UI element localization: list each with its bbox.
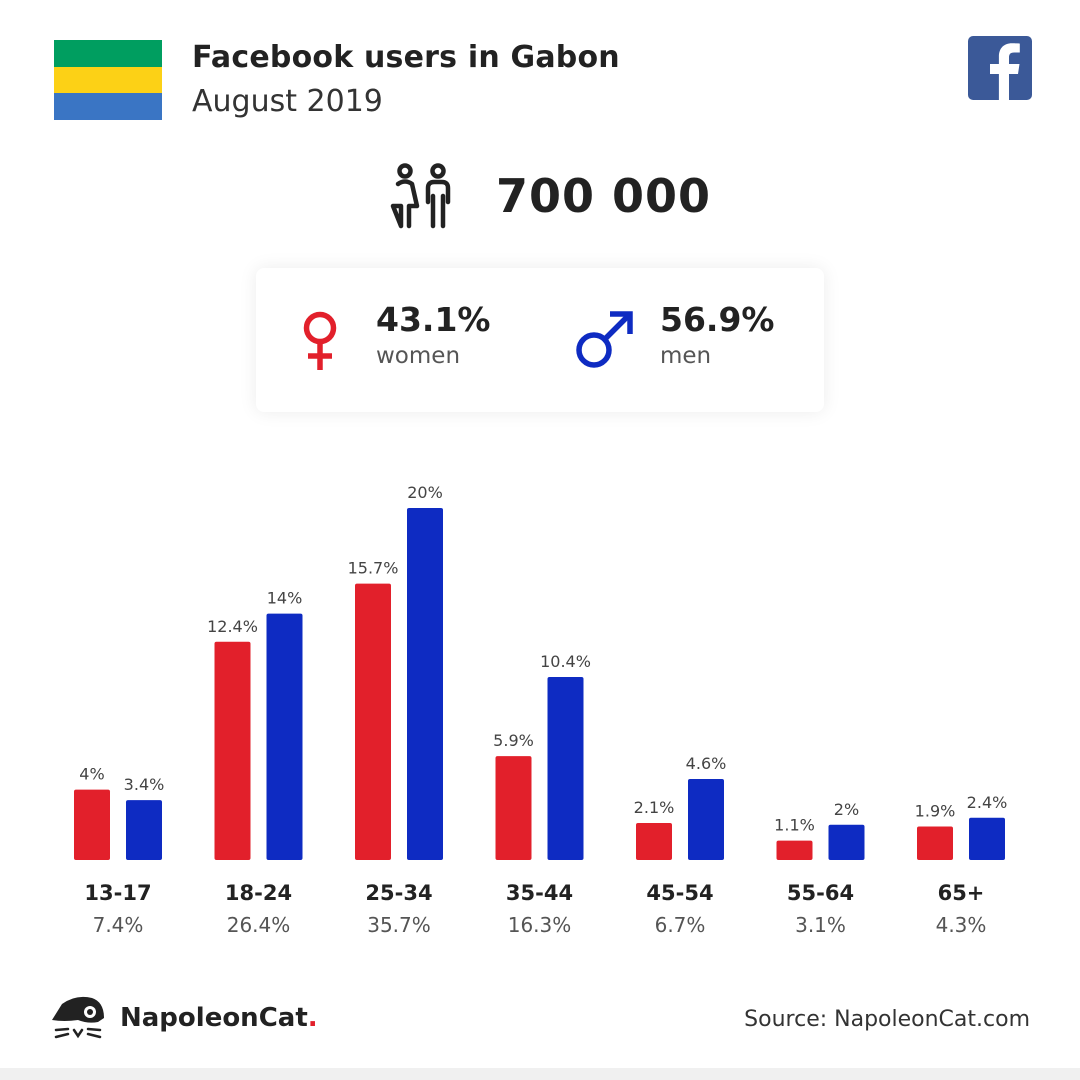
category-total-label: 4.3% (936, 913, 987, 937)
category-label: 45-54 (646, 881, 713, 905)
bar-value-label: 5.9% (493, 731, 534, 750)
bar-55-64-series-1 (776, 840, 813, 860)
brand-name: NapoleonCat. (120, 1003, 318, 1033)
category-label: 35-44 (506, 881, 573, 905)
bar-value-label: 12.4% (207, 617, 258, 636)
bar-25-34-series-2 (407, 508, 443, 860)
bar-value-label: 1.9% (915, 802, 956, 821)
bar-65+-series-1 (917, 826, 953, 860)
bar-55-64-series-2 (828, 824, 865, 860)
bar-18-24-series-2 (266, 613, 303, 860)
bar-35-44-series-2 (547, 676, 584, 860)
category-total-label: 7.4% (93, 913, 144, 937)
page-subtitle: August 2019 (192, 84, 383, 119)
category-label: 65+ (938, 881, 985, 905)
bar-13-17-series-1 (74, 789, 110, 860)
men-percentage: 56.9% (660, 300, 775, 339)
category-total-label: 3.1% (795, 913, 846, 937)
napoleoncat-logo: NapoleonCat. (48, 992, 318, 1044)
bar-value-label: 2% (834, 800, 859, 819)
category-label: 25-34 (365, 881, 432, 905)
total-users-value: 700 000 (496, 169, 712, 223)
category-total-label: 6.7% (655, 913, 706, 937)
flag-stripe-yellow (54, 66, 162, 94)
source-text: Source: NapoleonCat.com (744, 1007, 1030, 1032)
users-icon (390, 163, 451, 229)
total-users: 700 000 (388, 162, 711, 230)
female-icon (303, 311, 337, 370)
bar-value-label: 2.1% (634, 798, 675, 817)
women-stat: 43.1% women (376, 300, 491, 369)
women-label: women (376, 343, 461, 369)
bar-value-label: 2.4% (967, 793, 1008, 812)
bottom-strip (0, 1068, 1080, 1080)
facebook-logo-icon (968, 36, 1032, 100)
category-label: 18-24 (225, 881, 292, 905)
bar-value-label: 3.4% (124, 775, 165, 794)
bar-value-label: 4% (79, 765, 104, 784)
bar-value-label: 15.7% (348, 559, 399, 578)
bar-value-label: 20% (407, 483, 443, 502)
flag-stripe-green (54, 40, 162, 67)
male-icon (576, 311, 633, 368)
men-label: men (660, 343, 712, 369)
bar-65+-series-2 (969, 817, 1005, 860)
bar-45-54-series-1 (636, 823, 672, 860)
women-percentage: 43.1% (376, 300, 491, 339)
category-total-label: 16.3% (508, 913, 572, 937)
category-label: 55-64 (787, 881, 854, 905)
bar-25-34-series-1 (355, 583, 391, 860)
flag-stripe-blue (54, 93, 162, 121)
gender-card: 43.1% women 56.9% men (256, 268, 824, 412)
age-gender-bar-chart: 4% 3.4% 13-17 7.4% 12.4% 14% 18-24 26.4% 15.7% 20… (74, 483, 1008, 937)
page-title: Facebook users in Gabon (192, 40, 620, 75)
men-stat: 56.9% men (660, 300, 775, 369)
bar-45-54-series-2 (688, 779, 724, 860)
bar-value-label: 14% (267, 589, 303, 608)
bar-35-44-series-1 (495, 756, 532, 860)
brand-dot: . (307, 1003, 318, 1033)
brand-name-text: NapoleonCat (120, 1003, 308, 1033)
bar-value-label: 10.4% (540, 652, 591, 671)
bar-18-24-series-1 (214, 641, 251, 860)
bar-value-label: 1.1% (774, 816, 815, 835)
bar-13-17-series-2 (126, 800, 162, 860)
category-total-label: 35.7% (367, 913, 431, 937)
category-label: 13-17 (84, 881, 151, 905)
gabon-flag (54, 40, 162, 121)
category-total-label: 26.4% (227, 913, 291, 937)
bar-value-label: 4.6% (686, 754, 727, 773)
napoleoncat-logo-icon (52, 996, 104, 1039)
